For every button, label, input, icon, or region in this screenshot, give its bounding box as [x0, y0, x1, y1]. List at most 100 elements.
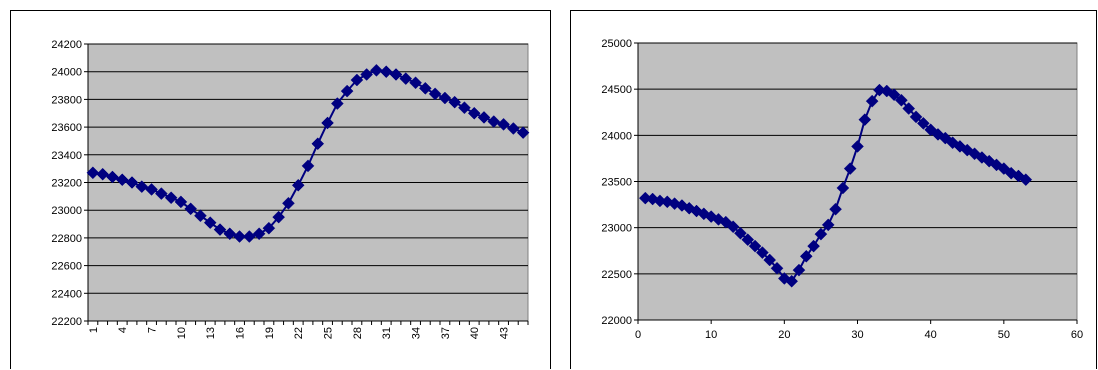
data-point: [477, 111, 491, 124]
data-point: [821, 218, 835, 232]
data-point: [135, 180, 149, 194]
data-point: [389, 68, 403, 81]
x-tick-label: 60: [1071, 329, 1083, 341]
x-tick-label: 13: [205, 327, 217, 339]
x-tick-label: 7: [147, 327, 159, 333]
data-point: [330, 97, 344, 110]
y-tick-label: 22800: [51, 233, 82, 245]
data-point: [96, 167, 110, 181]
data-point: [843, 162, 857, 175]
y-tick-label: 22000: [601, 315, 632, 327]
data-point: [409, 76, 422, 90]
data-point: [350, 73, 364, 87]
data-point: [487, 115, 501, 128]
x-tick-label: 0: [635, 329, 641, 341]
data-point: [213, 223, 227, 236]
data-point: [164, 191, 178, 205]
y-tick-label: 23500: [601, 177, 632, 189]
data-point: [726, 220, 740, 234]
data-point: [836, 181, 850, 195]
y-tick-label: 24200: [51, 39, 82, 51]
data-point: [272, 210, 286, 224]
data-point: [252, 227, 266, 241]
data-point: [785, 274, 799, 288]
data-point: [858, 113, 872, 126]
data-point: [115, 173, 129, 187]
data-point: [756, 246, 769, 259]
x-tick-label: 4: [117, 327, 129, 333]
data-point: [1019, 173, 1033, 187]
data-point: [909, 110, 923, 124]
data-point: [829, 202, 842, 216]
data-point: [895, 93, 908, 107]
data-point: [887, 88, 901, 102]
data-point: [340, 84, 354, 98]
data-point: [106, 170, 119, 184]
x-tick-label: 25: [323, 327, 335, 339]
x-tick-label: 37: [440, 327, 452, 339]
data-point: [86, 166, 100, 180]
x-tick-label: 50: [998, 329, 1010, 341]
data-point: [799, 249, 813, 263]
data-point: [516, 126, 530, 139]
x-tick-label: 43: [499, 327, 511, 339]
data-point: [497, 117, 510, 131]
data-point: [203, 216, 217, 230]
x-tick-label: 10: [705, 329, 717, 341]
y-tick-label: 23800: [51, 94, 82, 106]
x-tick-label: 16: [235, 327, 247, 339]
data-point: [902, 102, 916, 115]
data-point: [379, 65, 393, 79]
data-point: [194, 209, 207, 223]
chart-right-frame: 22000 22500 23000 23500 24000 24500 25000 0 10 20…: [570, 10, 1097, 369]
data-point: [145, 183, 158, 196]
x-tick-label: 1: [88, 327, 100, 333]
data-point: [360, 68, 374, 81]
data-point: [233, 230, 246, 243]
x-tick-label: 10: [176, 327, 188, 339]
data-point: [734, 226, 747, 240]
data-point: [154, 187, 168, 200]
data-point: [399, 72, 413, 85]
data-point: [770, 261, 784, 275]
data-point: [174, 195, 188, 209]
data-point: [807, 239, 820, 253]
data-point: [438, 91, 452, 105]
data-point: [311, 137, 325, 151]
y-tick-label: 23400: [51, 150, 82, 162]
x-tick-label: 40: [469, 327, 481, 339]
data-point: [458, 101, 471, 115]
chart-left: 22200 22400 22600 22800 23000 23200 23400 23600…: [51, 39, 530, 339]
data-point: [741, 233, 755, 247]
y-tick-label: 23000: [51, 205, 82, 217]
data-point: [223, 227, 237, 241]
y-tick-label: 23600: [51, 122, 82, 134]
data-point: [792, 263, 806, 277]
x-tick-label: 34: [411, 327, 423, 339]
data-point: [370, 63, 383, 77]
y-tick-label: 22600: [51, 261, 82, 273]
data-point: [448, 95, 462, 109]
data-point: [242, 230, 256, 243]
y-tick-label: 24000: [51, 67, 82, 79]
chart-right: 22000 22500 23000 23500 24000 24500 25000 0 10 20…: [601, 38, 1083, 341]
x-tick-label: 19: [264, 327, 276, 339]
data-point: [321, 116, 334, 130]
y-tick-label: 22500: [601, 269, 632, 281]
x-tick-label: 30: [851, 329, 863, 341]
x-tick-label: 40: [925, 329, 937, 341]
y-tick-label: 25000: [601, 38, 632, 50]
y-tick-label: 24500: [601, 84, 632, 96]
x-tick-label: 20: [778, 329, 790, 341]
data-point: [865, 94, 879, 108]
data-point: [467, 106, 481, 120]
x-tick-label: 31: [381, 327, 393, 339]
data-point: [506, 122, 520, 135]
data-point: [763, 253, 777, 267]
data-point: [262, 221, 276, 235]
chart-left-frame: 22200 22400 22600 22800 23000 23200 23400 23600…: [10, 10, 551, 369]
data-point: [748, 239, 762, 253]
data-point: [282, 196, 295, 210]
y-tick-label: 22400: [51, 288, 82, 300]
y-tick-label: 23000: [601, 223, 632, 235]
